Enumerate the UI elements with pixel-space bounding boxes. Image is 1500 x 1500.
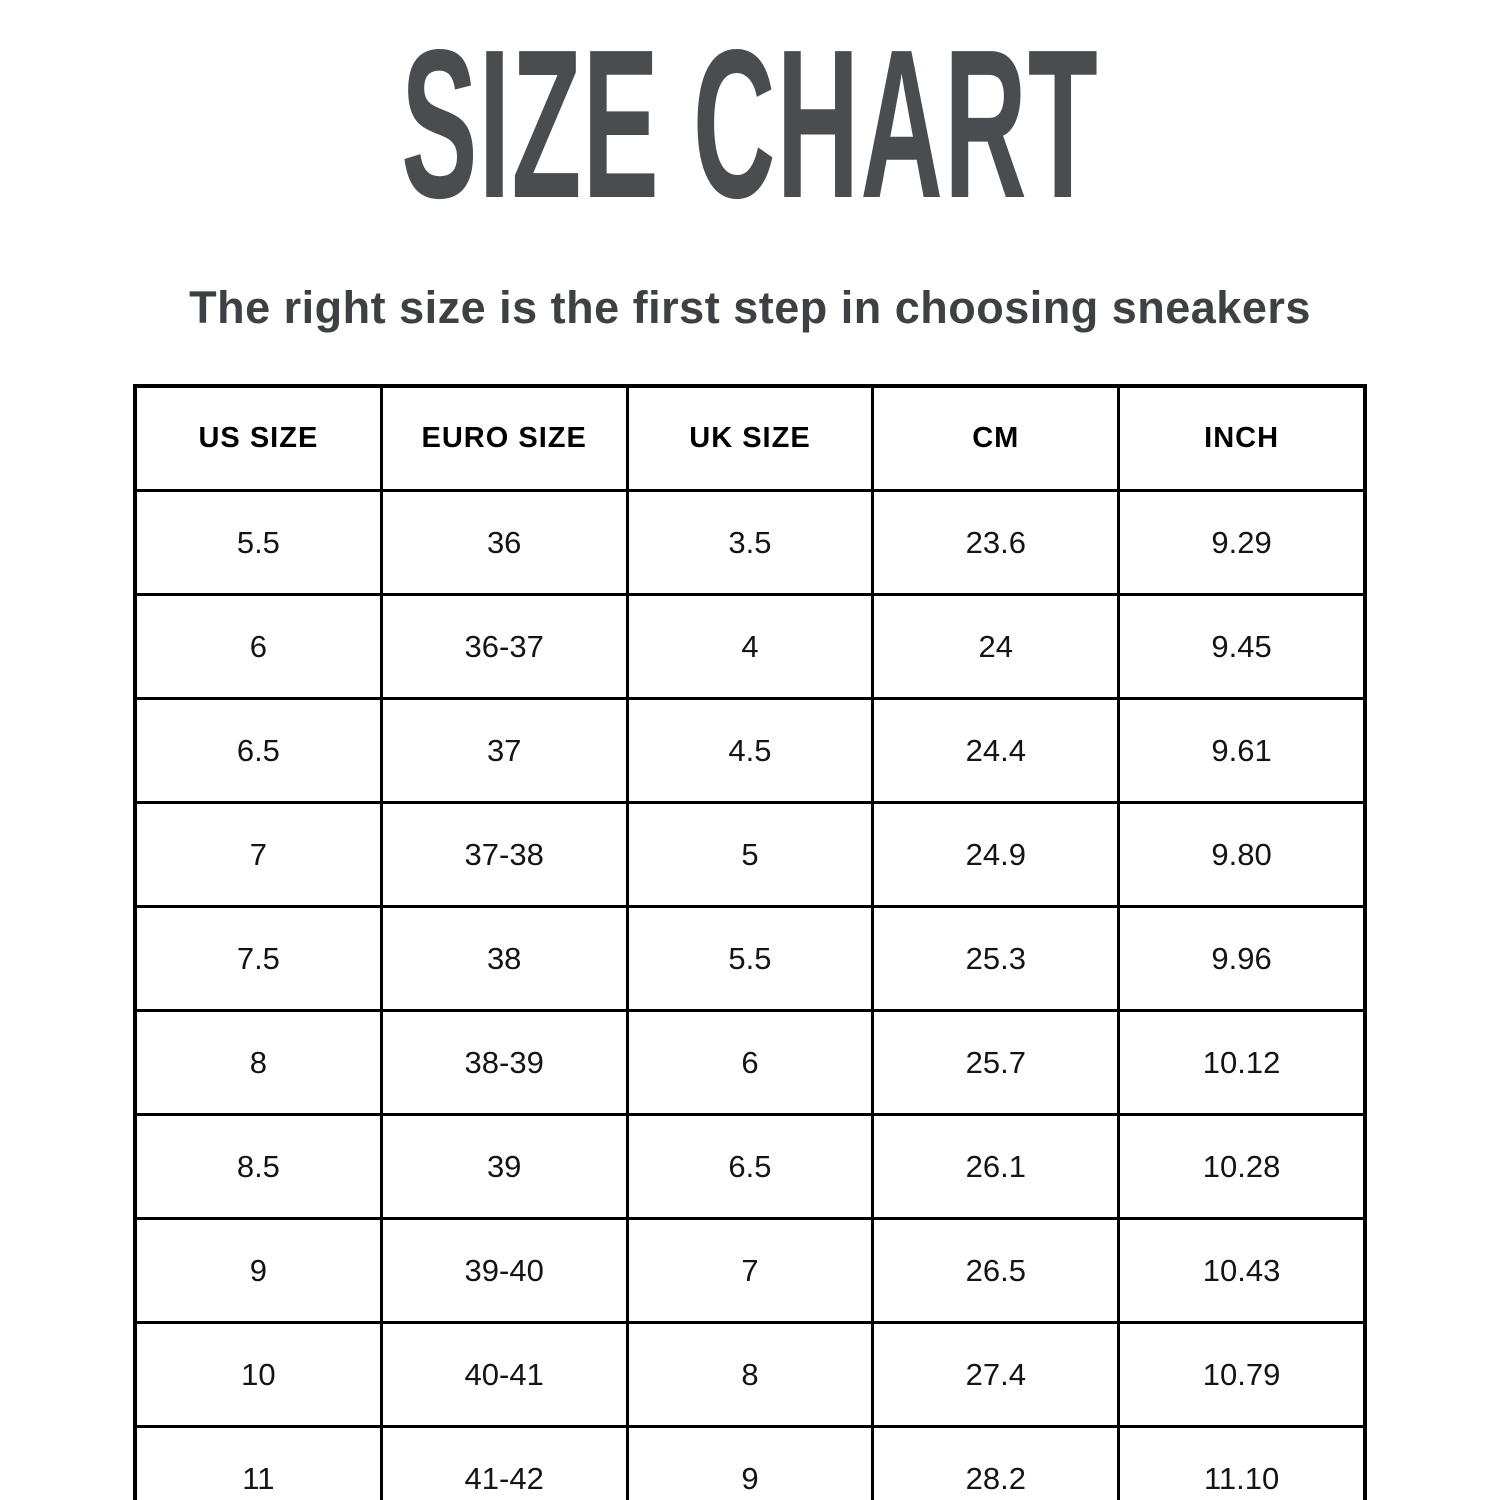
table-cell: 39-40 [379,1217,629,1324]
page-title: SIZE CHART [401,5,1099,242]
table-cell: 10.28 [1117,1113,1367,1220]
table-cell: 11.10 [1117,1425,1367,1500]
table-cell: 6 [133,593,383,700]
table-row: 7.5 38 5.5 25.3 9.96 [133,905,1367,1012]
table-row: 6 36-37 4 24 9.45 [133,593,1367,700]
table-cell: 5.5 [625,905,875,1012]
column-header-euro-size: EURO SIZE [379,384,629,492]
table-row: 11 41-42 9 28.2 11.10 [133,1425,1367,1500]
table-cell: 40-41 [379,1321,629,1428]
table-cell: 6.5 [625,1113,875,1220]
table-cell: 7 [625,1217,875,1324]
table-header-row: US SIZE EURO SIZE UK SIZE CM INCH [133,384,1367,492]
table-cell: 38 [379,905,629,1012]
table-row: 6.5 37 4.5 24.4 9.61 [133,697,1367,804]
table-cell: 5 [625,801,875,908]
table-row: 10 40-41 8 27.4 10.79 [133,1321,1367,1428]
table-cell: 10.79 [1117,1321,1367,1428]
table-cell: 24 [871,593,1121,700]
column-header-uk-size: UK SIZE [625,384,875,492]
table-cell: 8.5 [133,1113,383,1220]
table-cell: 7 [133,801,383,908]
table-cell: 36-37 [379,593,629,700]
table-cell: 6 [625,1009,875,1116]
table-cell: 10.12 [1117,1009,1367,1116]
page-subtitle: The right size is the first step in choo… [189,282,1311,333]
table-row: 8 38-39 6 25.7 10.12 [133,1009,1367,1116]
table-row: 9 39-40 7 26.5 10.43 [133,1217,1367,1324]
table-cell: 25.7 [871,1009,1121,1116]
table-row: 5.5 36 3.5 23.6 9.29 [133,489,1367,596]
table-cell: 36 [379,489,629,596]
table-cell: 9 [133,1217,383,1324]
table-cell: 23.6 [871,489,1121,596]
table-cell: 37 [379,697,629,804]
table-row: 7 37-38 5 24.9 9.80 [133,801,1367,908]
table-cell: 3.5 [625,489,875,596]
table-cell: 4.5 [625,697,875,804]
table-cell: 9 [625,1425,875,1500]
table-cell: 41-42 [379,1425,629,1500]
table-cell: 9.61 [1117,697,1367,804]
column-header-us-size: US SIZE [133,384,383,492]
table-cell: 8 [133,1009,383,1116]
size-conversion-table: US SIZE EURO SIZE UK SIZE CM INCH 5.5 36… [133,384,1367,1500]
column-header-cm: CM [871,384,1121,492]
table-cell: 28.2 [871,1425,1121,1500]
table-cell: 27.4 [871,1321,1121,1428]
table-cell: 37-38 [379,801,629,908]
table-cell: 9.80 [1117,801,1367,908]
table-cell: 10 [133,1321,383,1428]
table-cell: 6.5 [133,697,383,804]
table-cell: 9.96 [1117,905,1367,1012]
table-cell: 26.5 [871,1217,1121,1324]
table-cell: 10.43 [1117,1217,1367,1324]
table-cell: 26.1 [871,1113,1121,1220]
table-cell: 8 [625,1321,875,1428]
table-cell: 9.45 [1117,593,1367,700]
table-row: 8.5 39 6.5 26.1 10.28 [133,1113,1367,1220]
table-cell: 24.4 [871,697,1121,804]
column-header-inch: INCH [1117,384,1367,492]
table-cell: 39 [379,1113,629,1220]
table-cell: 7.5 [133,905,383,1012]
table-cell: 25.3 [871,905,1121,1012]
table-cell: 38-39 [379,1009,629,1116]
table-cell: 11 [133,1425,383,1500]
table-cell: 9.29 [1117,489,1367,596]
table-cell: 5.5 [133,489,383,596]
table-cell: 4 [625,593,875,700]
table-cell: 24.9 [871,801,1121,908]
